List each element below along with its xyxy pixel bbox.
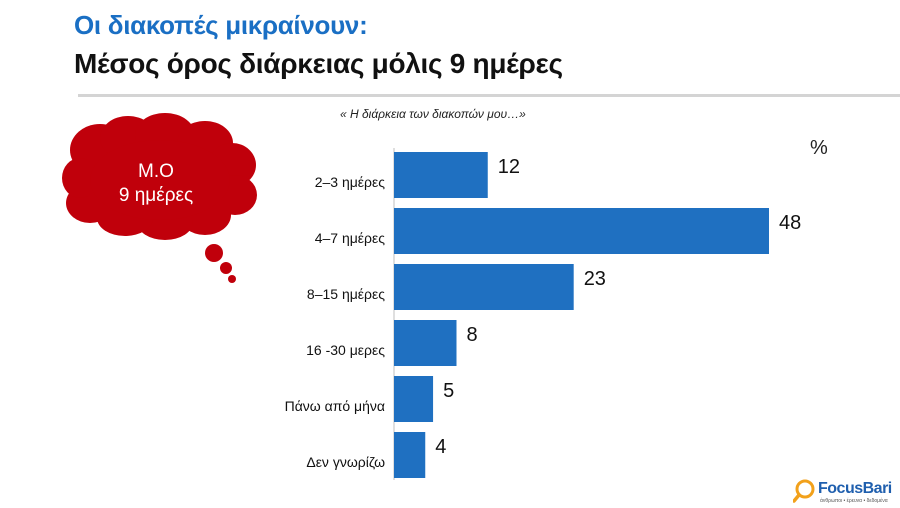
category-label: 16 -30 μερες <box>306 342 385 358</box>
data-label: 23 <box>584 268 606 290</box>
title-divider <box>78 94 900 97</box>
bar <box>394 320 457 366</box>
page-subtitle: Μέσος όρος διάρκειας μόλις 9 ημέρες <box>74 48 563 79</box>
bar <box>394 432 426 478</box>
category-label: 8–15 ημέρες <box>307 286 385 302</box>
chart-title: « Η διάρκεια των διακοπών μου…» <box>340 107 526 121</box>
callout-text: Μ.Ο 9 ημέρες <box>96 160 216 208</box>
data-label: 5 <box>443 380 454 402</box>
page-title: Οι διακοπές μικραίνουν: <box>74 10 368 40</box>
data-label: 12 <box>498 156 520 178</box>
magnifier-logo-icon <box>793 479 815 503</box>
percent-unit-label: % <box>810 137 828 159</box>
logo-name: FocusBari <box>818 480 892 497</box>
bar <box>394 152 488 198</box>
category-label: Πάνω από μήνα <box>285 398 385 414</box>
data-label: 48 <box>779 212 801 234</box>
logo-tagline: άνθρωποι • έρευνα • δεδομένα <box>820 498 888 504</box>
bar <box>394 376 434 422</box>
thought-cloud-callout <box>62 113 257 283</box>
category-label: 2–3 ημέρες <box>315 174 386 190</box>
data-label: 8 <box>467 324 478 346</box>
bar <box>394 264 574 310</box>
bar <box>394 208 769 254</box>
callout-line1: Μ.Ο <box>138 161 174 182</box>
category-label: 4–7 ημέρες <box>315 230 386 246</box>
category-label: Δεν γνωρίζω <box>306 454 385 470</box>
callout-line2: 9 ημέρες <box>118 185 194 206</box>
data-label: 4 <box>435 436 446 458</box>
